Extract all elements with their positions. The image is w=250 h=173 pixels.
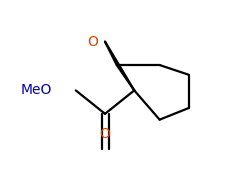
Text: O: O [99, 127, 110, 141]
Text: MeO: MeO [21, 83, 52, 97]
Text: O: O [87, 35, 98, 49]
